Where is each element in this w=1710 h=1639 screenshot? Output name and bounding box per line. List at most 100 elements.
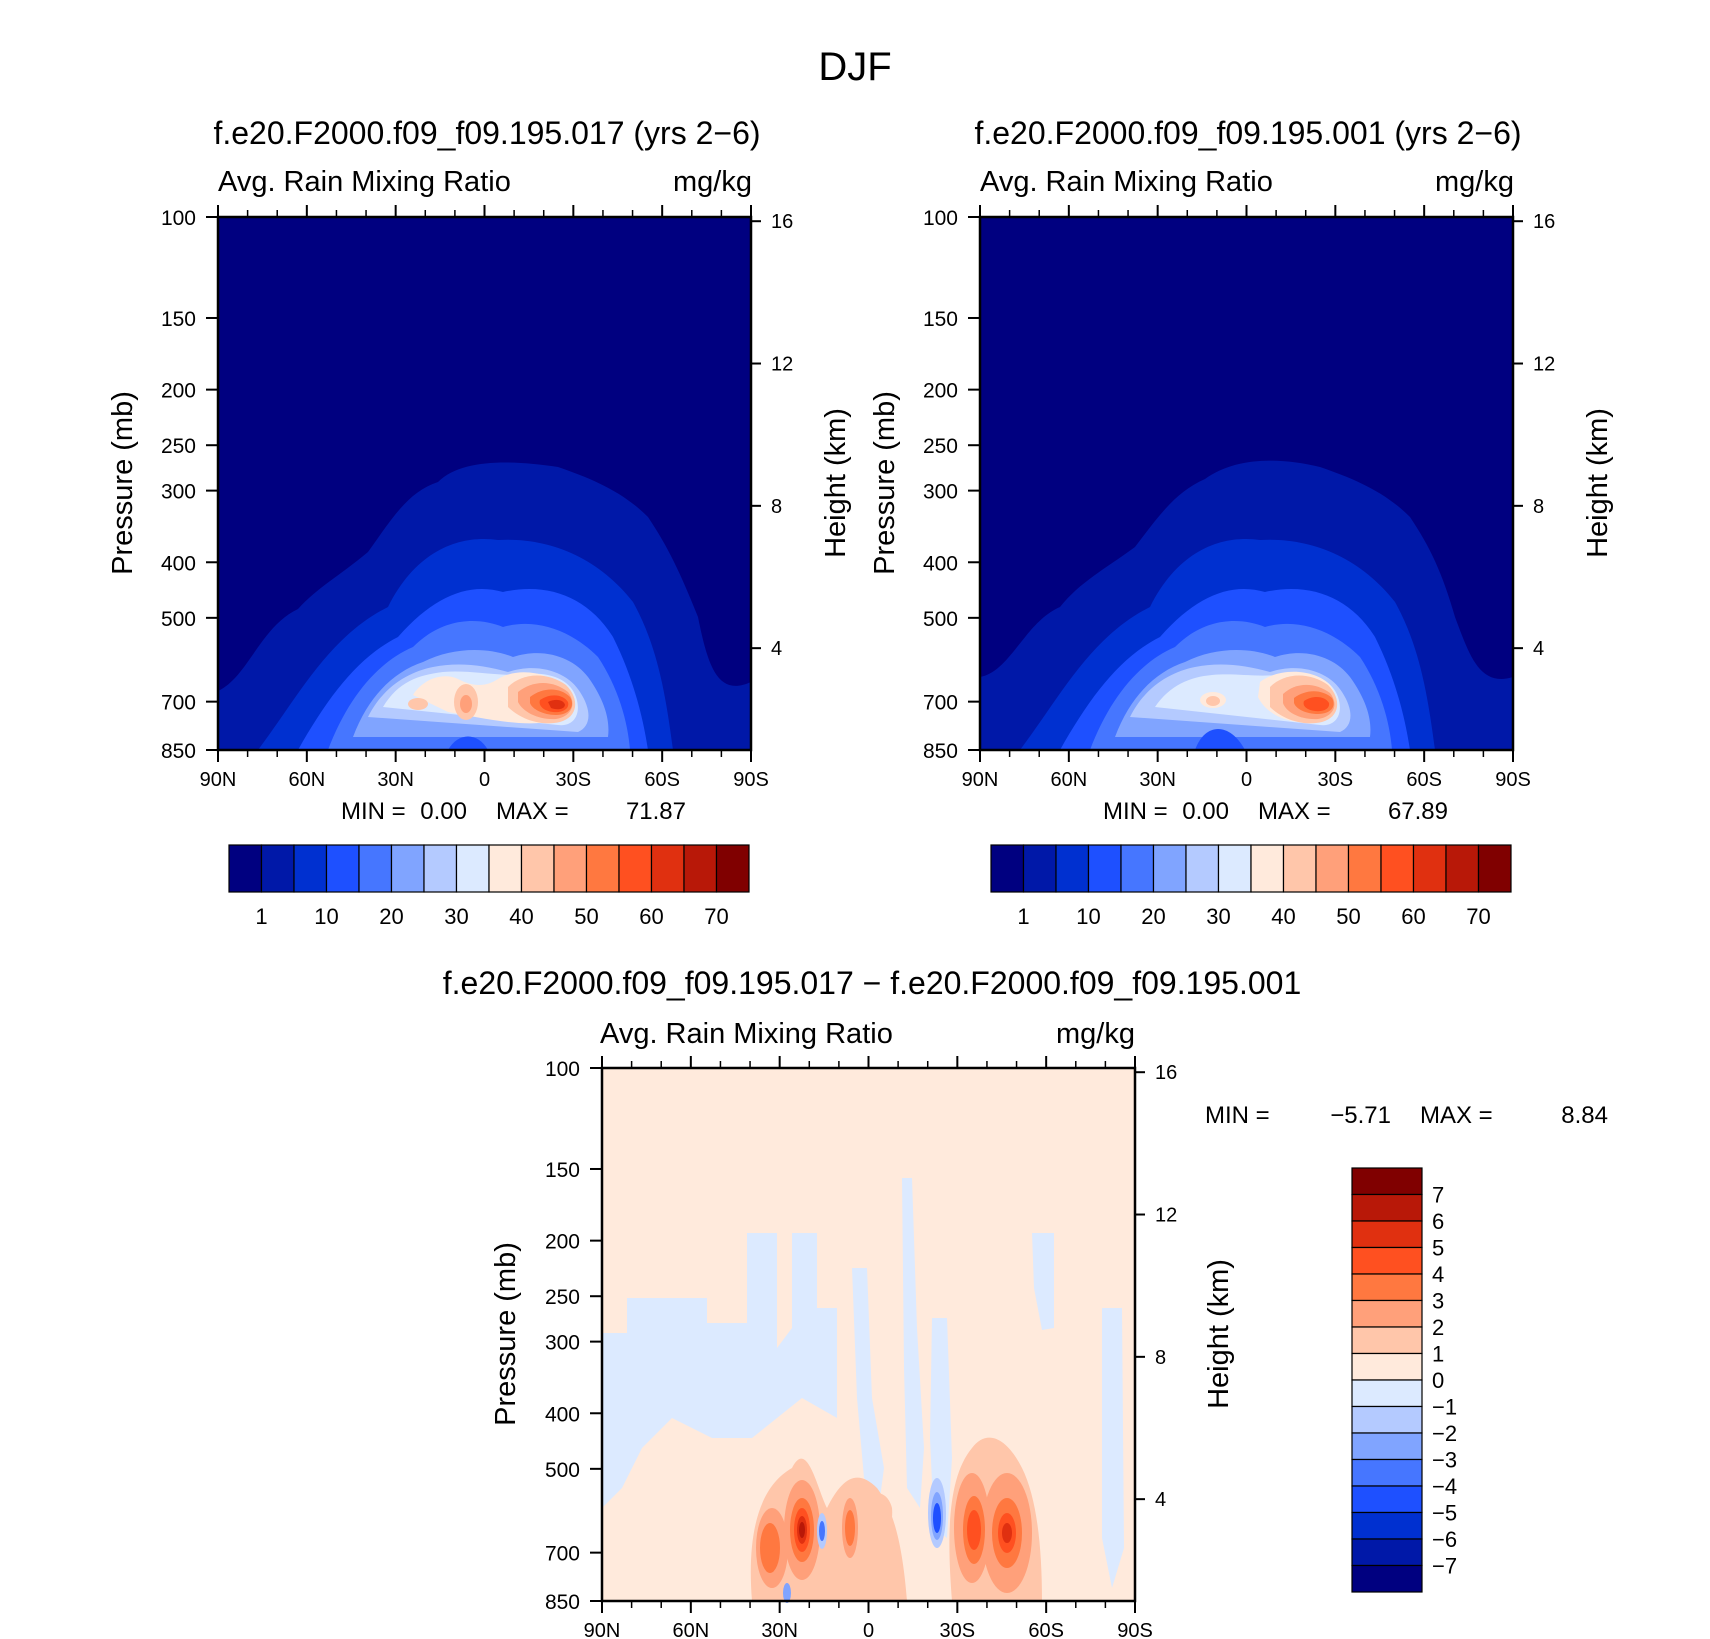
colorbar-swatch: [1347, 844, 1382, 893]
colorbar-label: 40: [1271, 904, 1295, 929]
colorbar-swatch: [293, 844, 328, 893]
panel-1-min-label: MIN =: [341, 798, 406, 825]
pressure-tick-label: 400: [923, 552, 958, 575]
colorbar-swatch: [1351, 1511, 1423, 1540]
colorbar-label: −5: [1432, 1501, 1457, 1526]
lat-tick-label: 60S: [1406, 769, 1442, 791]
colorbar-label: −1: [1432, 1395, 1457, 1420]
panel-3-level-pos5d: [1002, 1523, 1012, 1543]
colorbar-swatch: [618, 844, 653, 893]
panel-2-left-label: Avg. Rain Mixing Ratio: [980, 166, 1273, 198]
colorbar-label: 50: [1336, 904, 1360, 929]
lat-tick-label: 90S: [733, 769, 769, 791]
colorbar-label: −7: [1432, 1554, 1457, 1579]
panel-3-level-neg1a: [602, 1233, 837, 1508]
panel-3-min-value: −5.71: [1330, 1102, 1391, 1129]
panel-3-left-label: Avg. Rain Mixing Ratio: [600, 1018, 893, 1050]
pressure-tick-label: 400: [545, 1403, 580, 1426]
colorbar-swatch: [1351, 1432, 1423, 1461]
panel-1-level-10b: [460, 695, 472, 713]
lat-tick-label: 60N: [288, 769, 325, 791]
pressure-tick-label: 100: [545, 1058, 580, 1081]
height-tick-label: 4: [771, 638, 782, 660]
colorbar-swatch: [1351, 1246, 1423, 1275]
panel-1-max-label: MAX =: [496, 798, 569, 825]
lat-tick-label: 0: [1241, 769, 1252, 791]
colorbar-swatch: [1315, 844, 1350, 893]
colorbar-label: 1: [255, 904, 267, 929]
colorbar-label: 60: [639, 904, 663, 929]
colorbar-swatch: [455, 844, 490, 893]
panel-1-level-9c: [408, 698, 428, 710]
colorbar-label: 2: [1432, 1315, 1444, 1340]
lat-tick-label: 30S: [556, 769, 592, 791]
panel-3-y-label: Pressure (mb): [490, 1242, 522, 1426]
colorbar-label: 60: [1401, 904, 1425, 929]
colorbar-swatch: [650, 844, 685, 893]
colorbar-swatch: [520, 844, 555, 893]
colorbar-swatch: [1055, 844, 1090, 893]
panel-3-y2-label: Height (km): [1203, 1259, 1235, 1409]
panel-3-max-value: 8.84: [1561, 1102, 1608, 1129]
lat-tick-label: 90N: [200, 769, 237, 791]
colorbar-swatch: [228, 844, 263, 893]
colorbar-swatch: [1022, 844, 1057, 893]
panel-3-plot: [600, 1066, 1137, 1603]
pressure-tick-label: 500: [161, 608, 196, 631]
colorbar-swatch: [1185, 844, 1220, 893]
lat-tick-label: 90N: [584, 1620, 621, 1639]
lat-tick-label: 60S: [1028, 1620, 1064, 1639]
pressure-tick-label: 500: [923, 608, 958, 631]
colorbar-swatch: [488, 844, 523, 893]
height-tick-label: 4: [1155, 1489, 1166, 1511]
colorbar-swatch: [1282, 844, 1317, 893]
panel-1: f.e20.F2000.f09_f09.195.017 (yrs 2−6) Av…: [107, 115, 852, 929]
panel-3-min-label: MIN =: [1205, 1102, 1270, 1129]
pressure-tick-label: 300: [923, 481, 958, 504]
colorbar-swatch: [358, 844, 393, 893]
panel-3-title: f.e20.F2000.f09_f09.195.017 − f.e20.F200…: [443, 965, 1302, 1001]
height-tick-label: 12: [1533, 354, 1555, 376]
panel-1-y2-label: Height (km): [820, 408, 852, 558]
panel-2-min-value: 0.00: [1182, 798, 1229, 825]
colorbar-swatch: [1351, 1379, 1423, 1408]
colorbar-label: 10: [1076, 904, 1100, 929]
pressure-tick-label: 150: [545, 1159, 580, 1182]
lat-tick-label: 30S: [1318, 769, 1354, 791]
pressure-tick-label: 700: [923, 692, 958, 715]
colorbar-label: 7: [1432, 1183, 1444, 1208]
lat-tick-label: 30N: [377, 769, 414, 791]
colorbar-label: 4: [1432, 1262, 1444, 1287]
pressure-tick-label: 150: [923, 308, 958, 331]
panel-1-axes: Pressure (mb) Height (km) 100 150 200 250 30…: [107, 205, 852, 791]
panel-1-min-value: 0.00: [420, 798, 467, 825]
lat-tick-label: 0: [479, 769, 490, 791]
panel-3-level-neg4a: [819, 1521, 825, 1541]
height-tick-label: 8: [771, 496, 782, 518]
colorbar-label: −4: [1432, 1474, 1457, 1499]
colorbar-label: 10: [314, 904, 338, 929]
colorbar-swatch: [683, 844, 718, 893]
colorbar-label: 70: [1466, 904, 1490, 929]
colorbar-swatch: [1351, 1193, 1423, 1222]
colorbar-swatch: [1120, 844, 1155, 893]
panel-2-level-12: [1303, 697, 1330, 712]
colorbar-swatch: [325, 844, 360, 893]
height-tick-label: 12: [1155, 1205, 1177, 1227]
panel-3: f.e20.F2000.f09_f09.195.017 − f.e20.F200…: [443, 965, 1608, 1639]
pressure-tick-label: 700: [161, 692, 196, 715]
colorbar-swatch: [1351, 1167, 1423, 1196]
colorbar-swatch: [990, 844, 1025, 893]
pressure-tick-label: 850: [923, 740, 958, 763]
colorbar-label: 3: [1432, 1289, 1444, 1314]
colorbar-swatch: [1152, 844, 1187, 893]
panel-1-units: mg/kg: [673, 166, 752, 198]
colorbar-swatch: [1351, 1273, 1423, 1302]
colorbar-swatch: [390, 844, 425, 893]
panel-3-level-pos4c: [967, 1510, 981, 1550]
lat-tick-label: 0: [863, 1620, 874, 1639]
lat-tick-label: 90N: [962, 769, 999, 791]
panel-3-level-pos1c: [862, 1493, 893, 1544]
